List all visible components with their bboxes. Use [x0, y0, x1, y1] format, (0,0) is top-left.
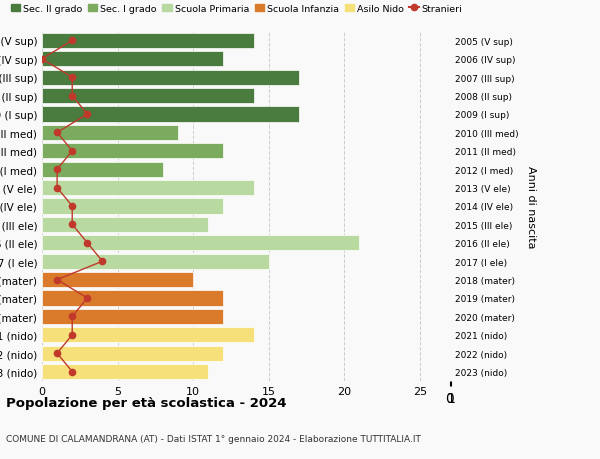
- Bar: [42, 346, 223, 361]
- Bar: [42, 144, 223, 159]
- Bar: [42, 364, 208, 379]
- Bar: [42, 52, 223, 67]
- Bar: [42, 328, 254, 342]
- Bar: [42, 199, 223, 214]
- Legend: Sec. II grado, Sec. I grado, Scuola Primaria, Scuola Infanzia, Asilo Nido, Stran: Sec. II grado, Sec. I grado, Scuola Prim…: [11, 5, 463, 14]
- Bar: [42, 254, 269, 269]
- Bar: [42, 291, 223, 306]
- Bar: [42, 309, 223, 324]
- Bar: [42, 236, 359, 251]
- Bar: [42, 71, 299, 85]
- Bar: [42, 126, 178, 140]
- Bar: [42, 218, 208, 232]
- Bar: [42, 273, 193, 287]
- Bar: [42, 181, 254, 196]
- Y-axis label: Anni di nascita: Anni di nascita: [526, 165, 536, 248]
- Bar: [42, 162, 163, 177]
- Bar: [42, 107, 299, 122]
- Bar: [42, 89, 254, 104]
- Text: COMUNE DI CALAMANDRANA (AT) - Dati ISTAT 1° gennaio 2024 - Elaborazione TUTTITAL: COMUNE DI CALAMANDRANA (AT) - Dati ISTAT…: [6, 434, 421, 442]
- Bar: [42, 34, 254, 49]
- Text: Popolazione per età scolastica - 2024: Popolazione per età scolastica - 2024: [6, 396, 287, 409]
